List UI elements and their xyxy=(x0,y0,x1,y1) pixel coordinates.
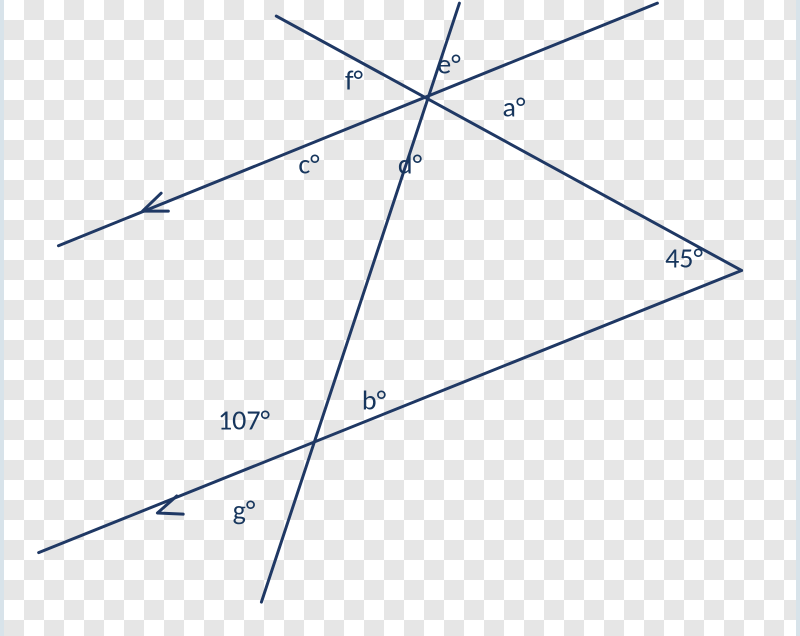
diagram-frame: f° e° a° c° d° 45° 107° b° g° xyxy=(0,0,800,636)
label-f: f° xyxy=(345,63,363,98)
label-e: e° xyxy=(437,47,460,82)
diagram-lines xyxy=(39,3,742,602)
label-45: 45° xyxy=(665,241,703,276)
label-c: c° xyxy=(298,147,319,182)
label-107: 107° xyxy=(218,403,270,438)
label-b: b° xyxy=(362,383,386,418)
label-d: d° xyxy=(398,147,422,182)
geometry-diagram xyxy=(4,0,796,636)
label-g: g° xyxy=(233,493,256,528)
label-a: a° xyxy=(503,90,526,125)
parallel-arrow-markers xyxy=(143,193,184,514)
